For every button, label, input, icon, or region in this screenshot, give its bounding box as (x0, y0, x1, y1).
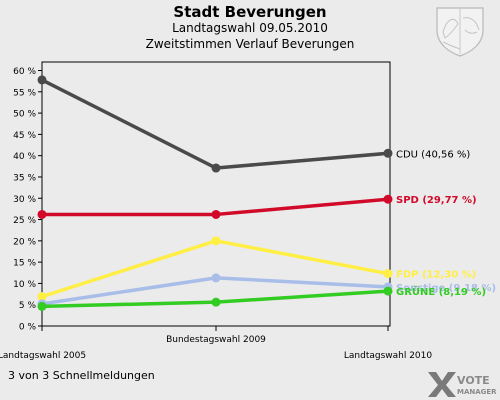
data-point (211, 209, 221, 219)
series-line-fdp (40, 239, 390, 299)
x-tick-label: Bundestagswahl 2009 (166, 335, 266, 345)
y-tick-label: 5 % (19, 301, 37, 311)
data-point (383, 286, 393, 296)
series-label: CDU (40,56 %) (396, 149, 470, 160)
x-axis: Landtagswahl 2005 Bundestagswahl 2009 Land… (0, 326, 432, 361)
page-title: Stadt Beverungen (173, 3, 327, 21)
y-tick-label: 60 % (13, 67, 36, 77)
data-point (211, 236, 221, 246)
election-subtitle: Landtagswahl 09.05.2010 (172, 21, 328, 35)
y-tick-label: 25 % (13, 216, 36, 226)
data-point (37, 301, 47, 311)
data-point (37, 209, 47, 219)
y-tick-label: 40 % (13, 152, 36, 162)
series-label: FDP (12,30 %) (396, 270, 476, 281)
x-tick-label: Landtagswahl 2010 (344, 351, 433, 361)
coat-of-arms-icon (436, 7, 484, 57)
votemanager-logo-icon: VOTE MANAGER (428, 372, 496, 397)
series-layer: CDU (40,56 %) SPD (29,77 %) FDP (12,30 %) S… (37, 75, 496, 311)
y-tick-label: 35 % (13, 173, 36, 183)
y-tick-label: 55 % (13, 88, 36, 98)
plot-area (41, 61, 391, 327)
data-point (383, 269, 393, 279)
chart-subtitle: Zweitstimmen Verlauf Beverungen (145, 37, 355, 51)
data-point (383, 148, 393, 158)
series-label: Sonstige (9,18 %) (396, 283, 496, 294)
series-label: SPD (29,77 %) (396, 195, 477, 206)
series-label: GRÜNE (8,19 %) (396, 284, 486, 298)
series-line-cdu (40, 78, 390, 170)
y-tick-label: 0 % (19, 323, 37, 333)
y-tick-label: 20 % (13, 237, 36, 247)
y-axis: 0 % 5 % 10 % 15 % 20 % 25 % 30 % 35 % 40 % 45 % 50… (13, 67, 42, 333)
data-point (37, 292, 47, 302)
footnote: 3 von 3 Schnellmeldungen (8, 369, 155, 382)
data-point (211, 273, 221, 283)
y-tick-label: 45 % (13, 131, 36, 141)
y-tick-label: 30 % (13, 195, 36, 205)
data-point (37, 75, 47, 85)
y-tick-label: 10 % (13, 280, 36, 290)
y-tick-label: 15 % (13, 259, 36, 269)
y-tick-label: 50 % (13, 110, 36, 120)
logo-text-top: VOTE (457, 374, 490, 387)
data-point (211, 163, 221, 173)
x-tick-label: Landtagswahl 2005 (0, 351, 86, 361)
logo-text-bottom: MANAGER (457, 388, 496, 396)
data-point (383, 194, 393, 204)
data-point (211, 297, 221, 307)
